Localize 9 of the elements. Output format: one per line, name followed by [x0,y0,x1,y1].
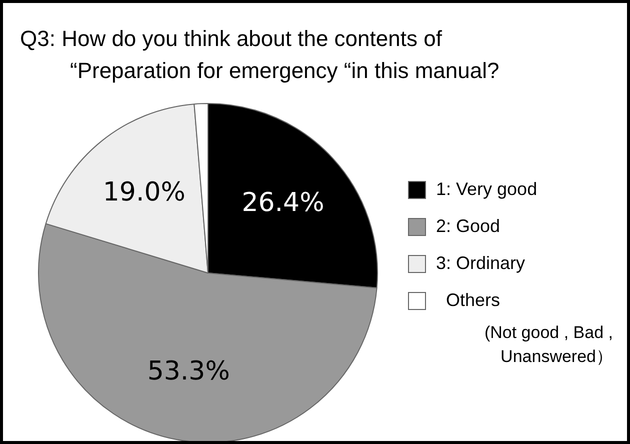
data-label: 26.4% [242,188,324,218]
data-label: 19.0% [102,178,186,208]
text: (Not good , Bad , Unanswered） [483,322,613,368]
legend-label: 2: Good [436,216,500,237]
legend-label: 3: Ordinary [436,253,526,274]
legend-label: Others [446,290,500,311]
legend-label: 1: Very good [436,179,538,200]
chart-title: Q3: How do you think about the contents of “Preparation for emergency “in this manual? [20,25,500,85]
data-label: 53.3% [147,356,230,387]
